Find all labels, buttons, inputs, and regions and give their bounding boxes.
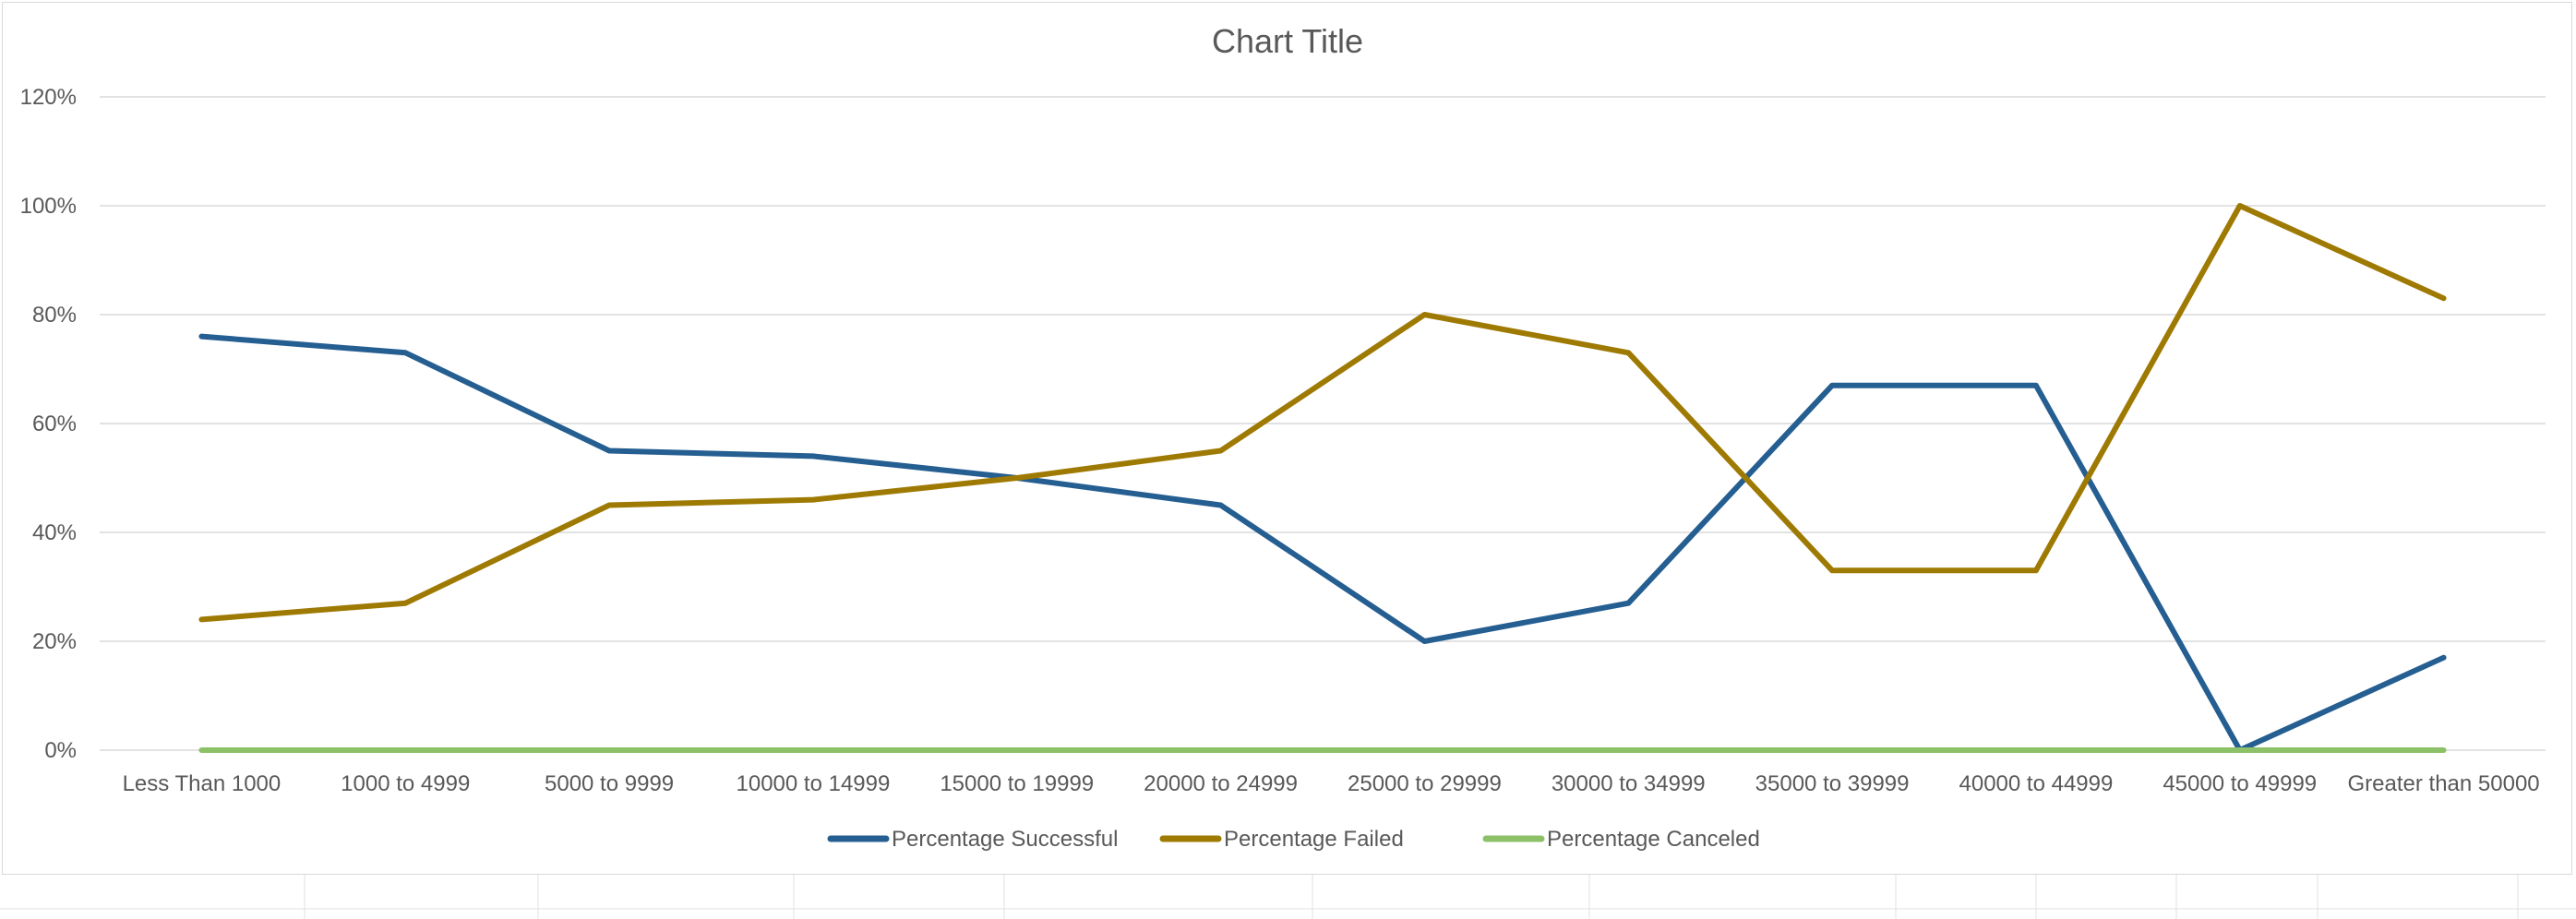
legend: Percentage Successful Percentage Failed Pe… (827, 827, 1760, 852)
x-tick-label: 35000 to 39999 (1755, 771, 1910, 796)
x-tick-label: 45000 to 49999 (2163, 771, 2317, 796)
y-tick-label: 100% (20, 194, 77, 219)
x-tick-label: 5000 to 9999 (545, 771, 674, 796)
y-tick-label: 80% (32, 303, 77, 328)
y-axis-ticks: 0% 20% 40% 60% 80% 100% 120% (20, 85, 77, 763)
legend-label: Percentage Successful (892, 827, 1118, 852)
x-tick-label: 10000 to 14999 (737, 771, 891, 796)
y-tick-label: 20% (32, 629, 77, 654)
y-tick-label: 0% (44, 738, 77, 763)
x-tick-label: 15000 to 19999 (940, 771, 1094, 796)
chart-title: Chart Title (1212, 22, 1363, 60)
y-tick-label: 120% (20, 85, 77, 110)
x-tick-label: 40000 to 44999 (1959, 771, 2114, 796)
x-tick-label: 20000 to 24999 (1144, 771, 1298, 796)
y-tick-label: 60% (32, 412, 77, 436)
legend-label: Percentage Canceled (1547, 827, 1760, 852)
series-line (198, 203, 2447, 623)
series-line (198, 333, 2447, 753)
x-tick-label: Greater than 50000 (2348, 771, 2540, 796)
x-axis-ticks: Less Than 1000 1000 to 4999 5000 to 9999 10… (123, 771, 2540, 796)
x-tick-label: 30000 to 34999 (1552, 771, 1706, 796)
legend-label: Percentage Failed (1224, 827, 1404, 852)
y-tick-label: 40% (32, 520, 77, 545)
line-chart: Chart Title 0% 20% 40% 60% 80% 100% 120% Less … (20, 22, 2546, 852)
x-tick-label: Less Than 1000 (123, 771, 282, 796)
chart-area[interactable]: Chart Title 0% 20% 40% 60% 80% 100% 120% Less … (2, 2, 2572, 875)
x-tick-label: 1000 to 4999 (341, 771, 470, 796)
x-tick-label: 25000 to 29999 (1348, 771, 1502, 796)
series-lines (198, 203, 2447, 753)
gridlines (100, 96, 2546, 751)
